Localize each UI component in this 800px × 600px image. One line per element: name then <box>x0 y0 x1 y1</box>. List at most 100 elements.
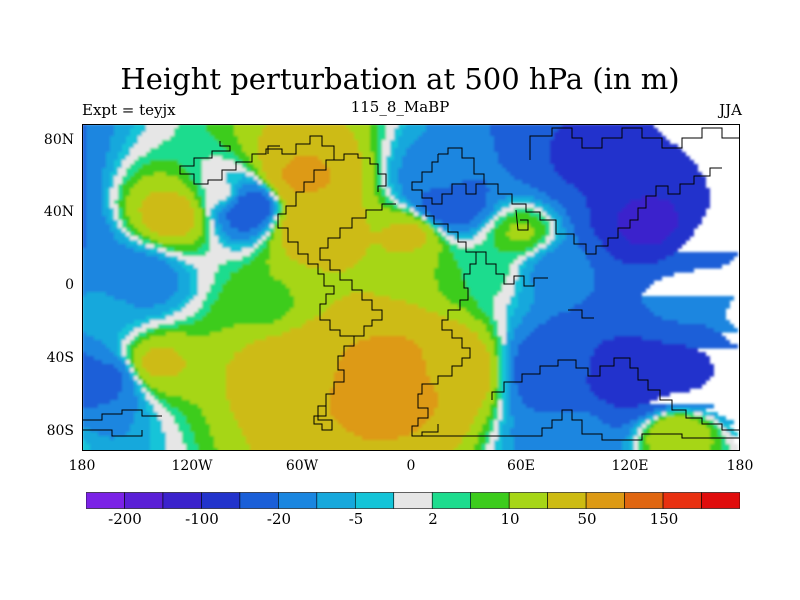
contour-cell <box>542 204 550 209</box>
contour-cell <box>438 312 470 317</box>
contour-cell <box>502 364 506 369</box>
contour-cell <box>266 232 270 237</box>
contour-cell <box>546 216 550 221</box>
contour-cell <box>494 412 498 417</box>
contour-cell <box>626 204 674 209</box>
contour-cell <box>194 212 202 217</box>
contour-cell <box>146 352 178 357</box>
contour-cell <box>486 432 490 437</box>
contour-cell <box>130 368 134 373</box>
contour-cell <box>558 236 566 241</box>
contour-cell <box>130 372 134 377</box>
contour-cell <box>274 236 282 241</box>
contour-cell <box>250 260 266 265</box>
contour-cell <box>530 272 594 277</box>
contour-cell <box>266 216 270 221</box>
contour-cell <box>586 376 710 381</box>
contour-cell <box>630 240 662 245</box>
contour-cell <box>358 140 370 145</box>
contour-cell <box>358 148 370 153</box>
contour-cell <box>430 212 478 217</box>
contour-cell <box>534 296 586 301</box>
contour-cell <box>206 252 250 257</box>
contour-cell <box>494 204 502 209</box>
contour-cell <box>498 344 502 349</box>
contour-cell <box>258 140 358 145</box>
contour-cell <box>434 268 462 273</box>
contour-cell <box>190 288 198 293</box>
contour-cell <box>122 344 126 349</box>
contour-cell <box>458 304 478 309</box>
contour-cell <box>510 396 522 401</box>
contour-cell <box>238 200 270 205</box>
contour-cell <box>586 204 626 209</box>
contour-cell <box>434 384 490 389</box>
contour-cell <box>362 180 374 185</box>
contour-cell <box>502 288 514 293</box>
contour-cell <box>722 444 730 449</box>
contour-cell <box>506 408 510 413</box>
contour-cell <box>630 436 634 441</box>
contour-cell <box>86 240 118 245</box>
contour-cell <box>178 324 234 329</box>
contour-cell <box>450 184 486 189</box>
contour-cell <box>306 320 458 325</box>
colorbar-swatch <box>585 492 625 509</box>
contour-cell <box>650 308 726 313</box>
contour-cell <box>510 264 518 269</box>
contour-cell <box>122 376 130 381</box>
contour-cell <box>506 400 510 405</box>
contour-cell <box>366 220 422 225</box>
contour-cell <box>678 224 698 229</box>
contour-cell <box>106 200 110 205</box>
contour-cell <box>282 280 438 285</box>
contour-cell <box>134 384 138 389</box>
contour-cell <box>210 304 294 309</box>
contour-cell <box>650 444 710 449</box>
contour-cell <box>274 192 278 197</box>
contour-cell <box>154 244 162 249</box>
contour-cell <box>490 212 494 217</box>
contour-cell <box>670 200 710 205</box>
contour-cell <box>82 388 122 393</box>
contour-cell <box>294 300 334 305</box>
contour-cell <box>142 388 146 393</box>
contour-cell <box>86 164 106 169</box>
contour-cell <box>490 332 494 337</box>
contour-cell <box>494 424 498 429</box>
contour-cell <box>106 216 110 221</box>
contour-cell <box>194 224 202 229</box>
contour-cell <box>254 256 270 261</box>
contour-cell <box>202 220 206 225</box>
contour-cell <box>210 224 214 229</box>
contour-cell <box>270 196 274 201</box>
contour-cell <box>554 164 698 169</box>
contour-cell <box>438 396 486 401</box>
contour-cell <box>394 132 402 137</box>
contour-cell <box>490 436 498 441</box>
contour-cell <box>658 412 662 417</box>
contour-cell <box>202 212 206 217</box>
contour-cell <box>270 272 434 277</box>
contour-cell <box>478 336 490 341</box>
contour-cell <box>538 248 546 253</box>
contour-cell <box>202 172 226 177</box>
contour-cell <box>510 224 530 229</box>
contour-cell <box>634 432 638 437</box>
contour-cell <box>130 128 146 133</box>
contour-cell <box>490 368 498 373</box>
contour-cell <box>142 364 186 369</box>
contour-cell <box>358 260 438 265</box>
contour-cell <box>478 228 482 233</box>
contour-cell <box>142 356 182 361</box>
contour-cell <box>434 276 462 281</box>
contour-cell <box>218 236 222 241</box>
contour-cell <box>622 208 674 213</box>
contour-cell <box>370 140 378 145</box>
contour-cell <box>510 204 534 209</box>
contour-cell <box>510 344 518 349</box>
contour-cell <box>82 132 86 137</box>
contour-cell <box>718 420 722 425</box>
contour-cell <box>490 220 494 225</box>
contour-cell <box>210 424 238 429</box>
